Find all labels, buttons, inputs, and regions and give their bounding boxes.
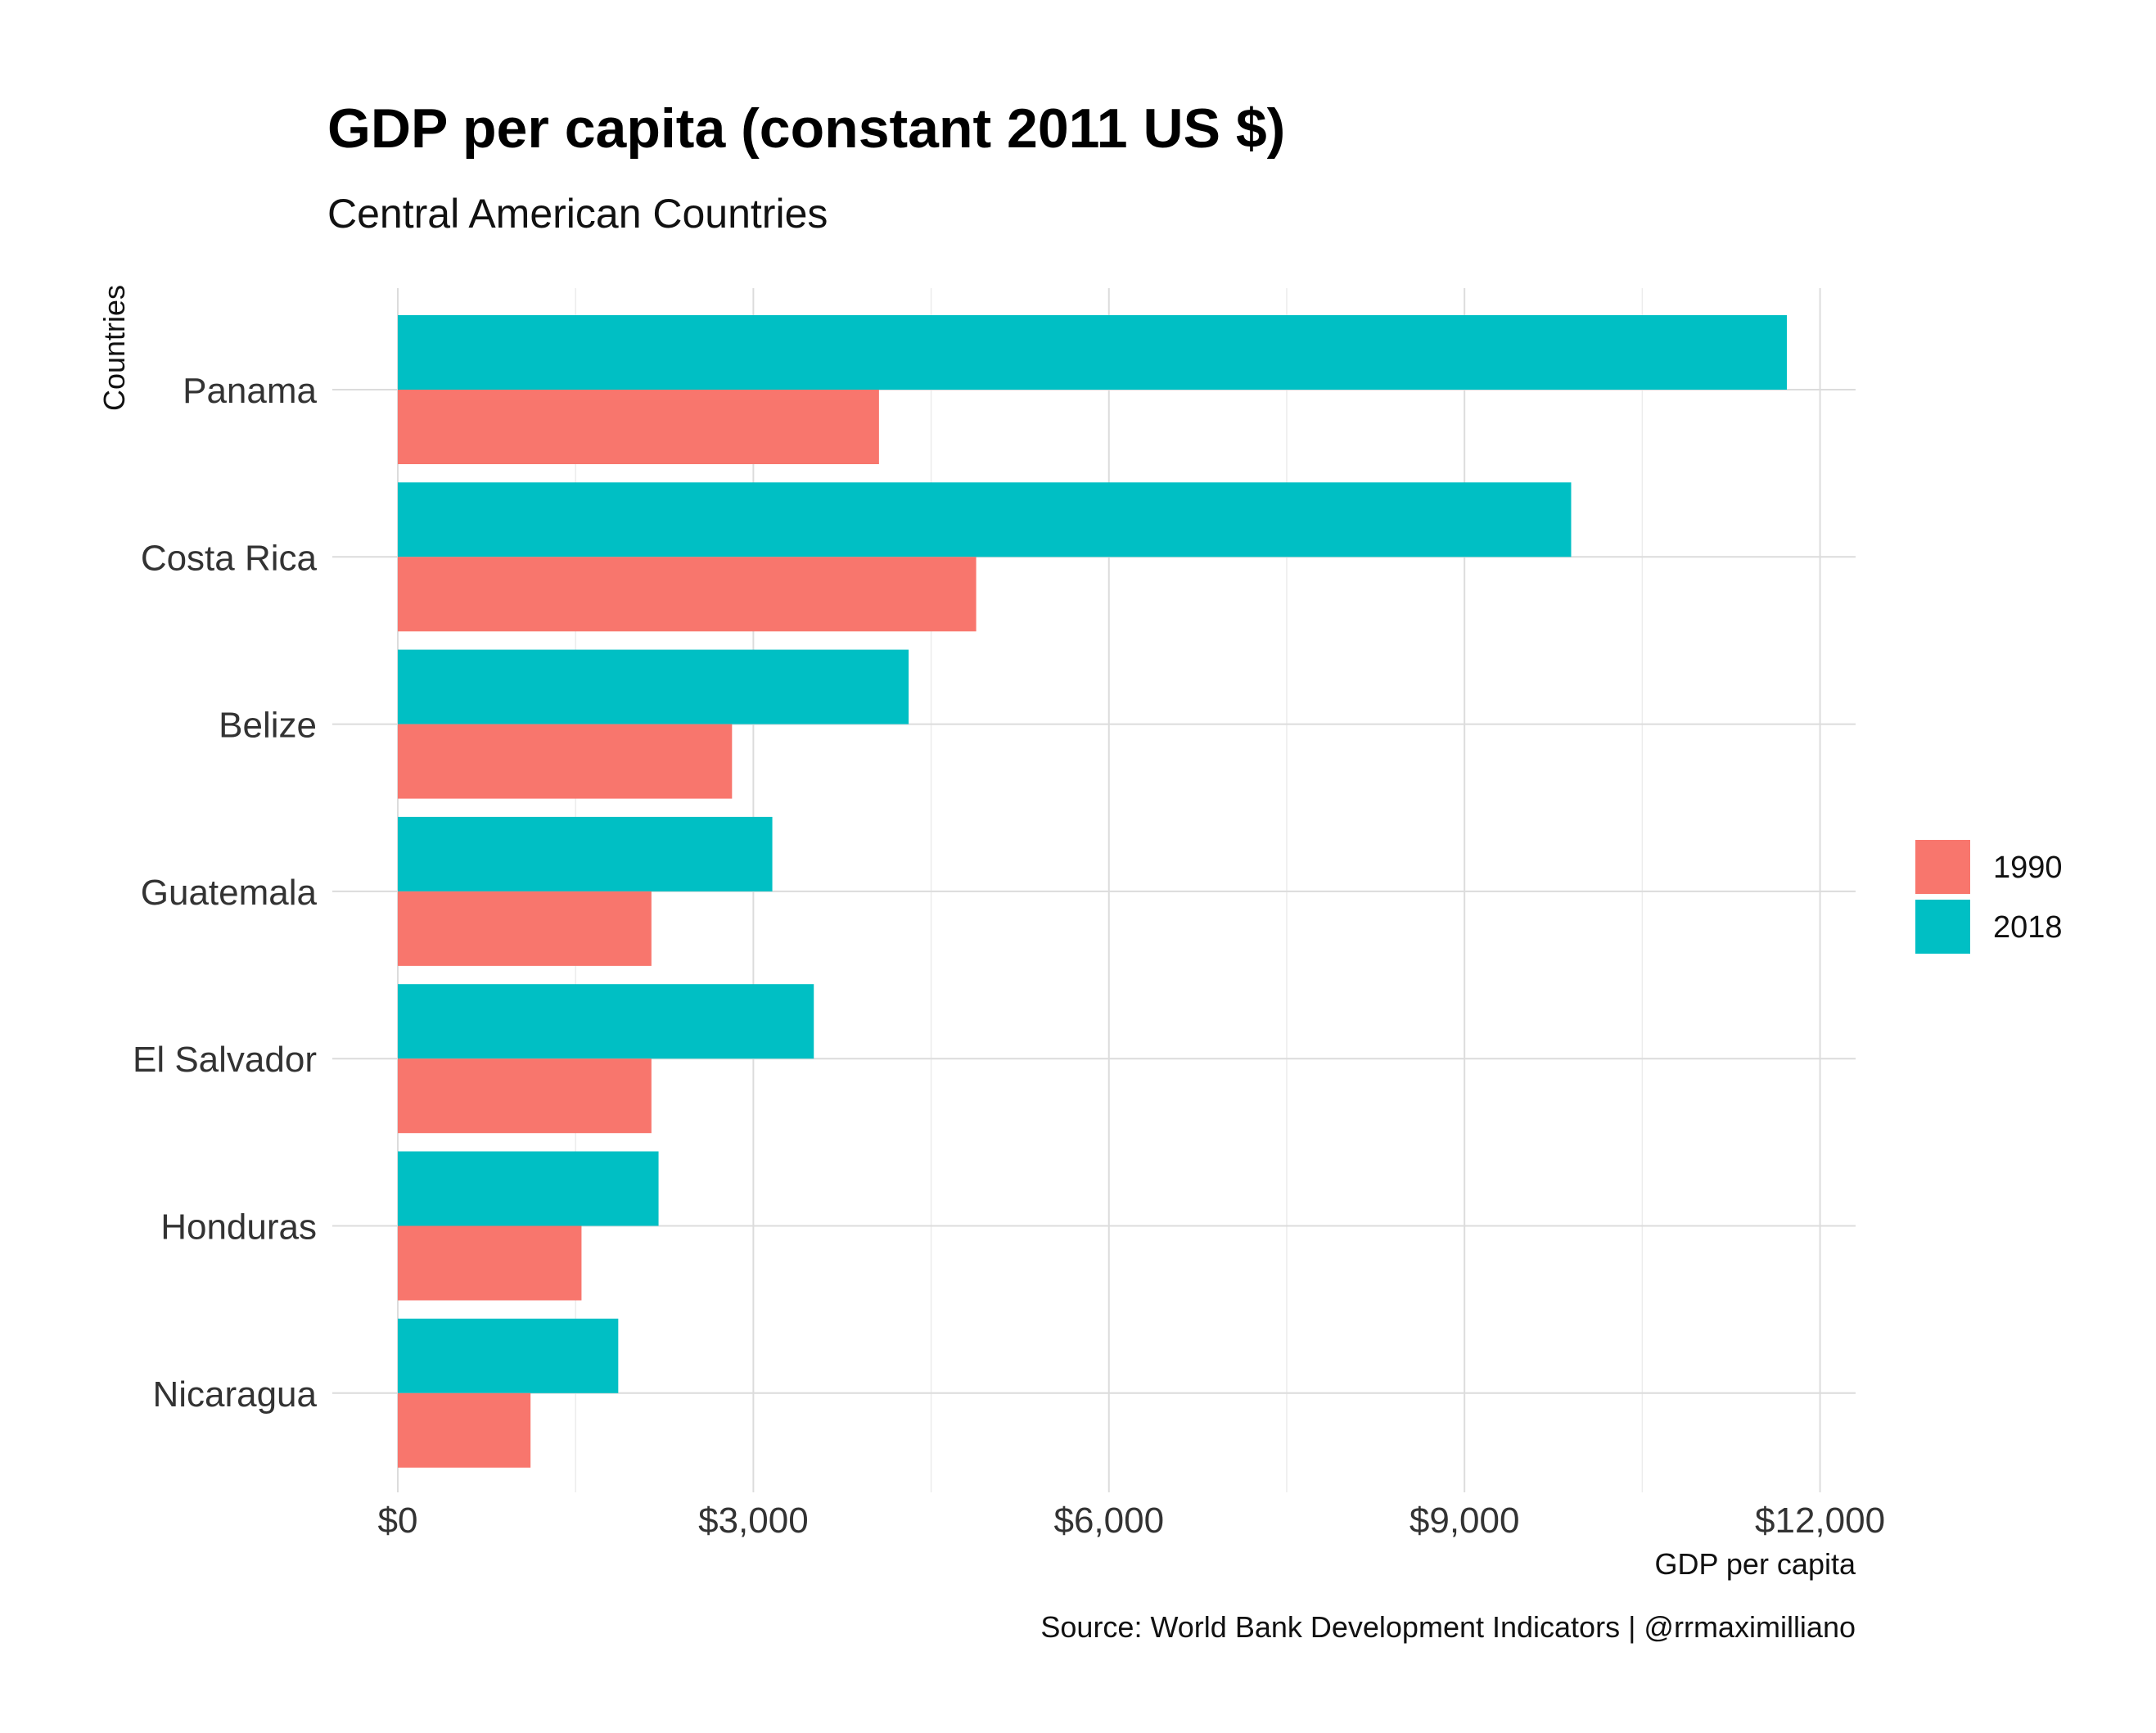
y-tick-label: Honduras <box>160 1207 317 1248</box>
axis-layer: Panama Costa Rica Belize Guatemala El Salvad… <box>133 371 1885 1541</box>
x-tick-label: $3,000 <box>698 1501 809 1541</box>
bar-1990-honduras <box>398 1225 582 1301</box>
bar-2018-belize <box>398 649 909 724</box>
bar-2018-costa-rica <box>398 482 1572 557</box>
bar-1990-nicaragua <box>398 1392 531 1468</box>
y-tick-label: El Salvador <box>133 1040 317 1080</box>
legend-swatch-1990 <box>1915 840 1970 894</box>
y-tick-label: Costa Rica <box>141 538 318 578</box>
x-tick-label: $0 <box>378 1501 418 1541</box>
chart-caption: Source: World Bank Development Indicator… <box>1040 1610 1856 1644</box>
bar-1990-guatemala <box>398 891 652 966</box>
chart-title: GDP per capita (constant 2011 US $) <box>327 97 1285 160</box>
y-tick-label: Panama <box>183 371 317 411</box>
y-axis-title: Countries <box>97 285 131 411</box>
y-tick-label: Nicaragua <box>152 1374 317 1415</box>
legend-label-2018: 2018 <box>1993 910 2063 945</box>
bar-1990-belize <box>398 724 733 799</box>
chart-subtitle: Central American Countries <box>327 191 828 237</box>
bar-2018-panama <box>398 315 1788 390</box>
legend: 1990 2018 <box>1915 840 2063 954</box>
bar-1990-panama <box>398 390 879 464</box>
x-tick-label: $6,000 <box>1053 1501 1164 1541</box>
bar-2018-guatemala <box>398 816 773 891</box>
x-tick-label: $12,000 <box>1755 1501 1885 1541</box>
legend-label-1990: 1990 <box>1993 851 2063 885</box>
y-tick-label: Belize <box>219 706 317 746</box>
bar-2018-honduras <box>398 1151 659 1226</box>
bar-2018-nicaragua <box>398 1318 619 1393</box>
bar-2018-el-salvador <box>398 984 814 1059</box>
bar-1990-el-salvador <box>398 1058 652 1134</box>
x-tick-label: $9,000 <box>1410 1501 1520 1541</box>
x-axis-title: GDP per capita <box>1655 1547 1856 1581</box>
bar-1990-costa-rica <box>398 557 977 632</box>
y-tick-label: Guatemala <box>141 873 318 913</box>
bar-layer <box>398 315 1788 1468</box>
legend-swatch-2018 <box>1915 900 1970 954</box>
